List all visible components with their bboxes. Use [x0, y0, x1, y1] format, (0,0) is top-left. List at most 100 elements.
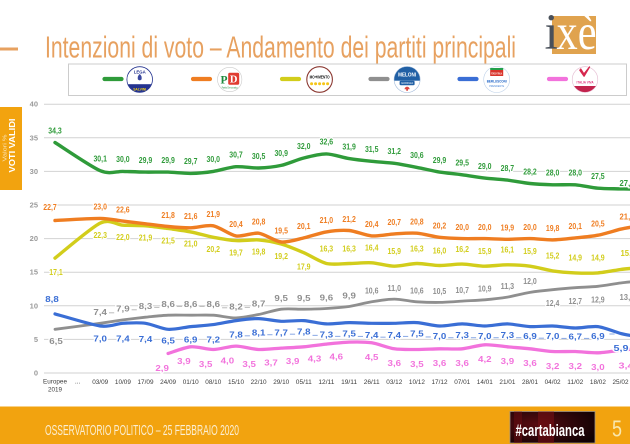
svg-text:#cartabianca: #cartabianca	[516, 421, 585, 440]
svg-text:FORZA ITALIA: FORZA ITALIA	[491, 72, 502, 76]
svg-text:10,5: 10,5	[433, 287, 447, 296]
svg-text:8,6: 8,6	[161, 300, 175, 309]
svg-text:28,0: 28,0	[569, 169, 583, 178]
svg-text:21,0: 21,0	[320, 216, 334, 225]
svg-text:4,0: 4,0	[221, 356, 235, 365]
svg-text:15,9: 15,9	[478, 247, 492, 256]
svg-text:29,0: 29,0	[478, 162, 492, 171]
svg-text:...: ...	[75, 379, 81, 386]
svg-text:20,2: 20,2	[207, 245, 221, 254]
svg-text:10,6: 10,6	[365, 287, 379, 296]
svg-text:xè: xè	[557, 5, 597, 61]
svg-text:9,6: 9,6	[320, 293, 334, 302]
svg-text:16,2: 16,2	[455, 245, 469, 254]
svg-text:8,6: 8,6	[207, 300, 221, 309]
svg-text:8,1: 8,1	[252, 328, 266, 337]
svg-text:25: 25	[30, 201, 38, 210]
svg-text:15,4: 15,4	[621, 249, 630, 258]
svg-text:10: 10	[30, 301, 38, 310]
svg-text:3,7: 3,7	[264, 358, 278, 367]
svg-text:17,9: 17,9	[297, 263, 311, 272]
svg-text:22,0: 22,0	[116, 233, 130, 242]
svg-text:7,0: 7,0	[478, 332, 492, 341]
svg-text:03/12: 03/12	[386, 379, 402, 386]
svg-text:4,2: 4,2	[478, 355, 492, 364]
svg-text:30,0: 30,0	[207, 155, 221, 164]
svg-text:30,9: 30,9	[274, 149, 288, 158]
svg-text:3,6: 3,6	[433, 359, 447, 368]
svg-text:22,6: 22,6	[116, 205, 130, 214]
svg-text:30: 30	[30, 167, 38, 176]
svg-text:03/09: 03/09	[92, 379, 108, 386]
svg-text:3,0: 3,0	[591, 363, 605, 372]
svg-text:3,9: 3,9	[501, 357, 515, 366]
svg-text:27,5: 27,5	[591, 172, 605, 181]
svg-text:16,3: 16,3	[410, 244, 424, 253]
svg-text:27,4: 27,4	[620, 179, 630, 188]
svg-text:8,6: 8,6	[184, 300, 198, 309]
svg-text:12,4: 12,4	[546, 299, 560, 308]
svg-text:PRESIDENTE: PRESIDENTE	[489, 84, 504, 88]
svg-text:30,7: 30,7	[229, 151, 243, 160]
svg-text:MELONI: MELONI	[398, 72, 417, 78]
svg-text:30,1: 30,1	[93, 155, 107, 164]
svg-text:21,5: 21,5	[161, 236, 175, 245]
svg-text:19,5: 19,5	[274, 226, 288, 235]
svg-text:7,5: 7,5	[410, 329, 424, 338]
svg-text:20,0: 20,0	[478, 223, 492, 232]
svg-text:GIORGIA: GIORGIA	[401, 81, 413, 85]
svg-text:6,7: 6,7	[569, 332, 583, 341]
svg-text:30,6: 30,6	[410, 151, 424, 160]
svg-text:4,5: 4,5	[365, 353, 379, 362]
svg-text:7,3: 7,3	[501, 331, 515, 340]
svg-text:7,4: 7,4	[93, 308, 107, 317]
svg-text:14/01: 14/01	[477, 379, 493, 386]
svg-text:i: i	[545, 5, 559, 61]
svg-text:20,1: 20,1	[297, 222, 311, 231]
svg-text:34,3: 34,3	[48, 126, 62, 135]
svg-text:10,7: 10,7	[455, 286, 469, 295]
svg-text:29,9: 29,9	[139, 156, 153, 165]
svg-text:4,3: 4,3	[308, 354, 322, 363]
svg-text:7,4: 7,4	[365, 331, 379, 340]
svg-text:BERLUSCONI: BERLUSCONI	[487, 78, 507, 83]
svg-text:15/10: 15/10	[228, 379, 244, 386]
svg-text:20,8: 20,8	[252, 218, 266, 227]
svg-text:D: D	[230, 75, 238, 86]
svg-text:6,5: 6,5	[161, 337, 175, 346]
svg-text:20,2: 20,2	[433, 222, 447, 231]
svg-text:12,7: 12,7	[569, 297, 583, 306]
svg-text:22,3: 22,3	[93, 231, 107, 240]
svg-text:20,4: 20,4	[229, 220, 243, 229]
svg-text:29,9: 29,9	[433, 156, 447, 165]
svg-text:29,7: 29,7	[184, 157, 198, 166]
svg-text:20,1: 20,1	[569, 222, 583, 231]
svg-text:19,7: 19,7	[229, 248, 243, 257]
svg-text:7,0: 7,0	[93, 334, 107, 343]
svg-text:6,5: 6,5	[49, 337, 63, 346]
svg-text:7,9: 7,9	[116, 305, 130, 314]
svg-text:29,9: 29,9	[161, 156, 175, 165]
svg-text:01/10: 01/10	[183, 379, 199, 386]
svg-text:40: 40	[30, 100, 38, 109]
svg-text:Valori %: Valori %	[3, 134, 9, 161]
svg-text:12/11: 12/11	[318, 379, 334, 386]
svg-text:21,9: 21,9	[139, 234, 153, 243]
svg-text:MO✦IMENTO: MO✦IMENTO	[310, 74, 330, 79]
svg-text:21,8: 21,8	[161, 211, 175, 220]
svg-text:17/12: 17/12	[432, 379, 448, 386]
svg-text:21,9: 21,9	[207, 210, 221, 219]
svg-text:2019: 2019	[48, 387, 62, 394]
svg-text:16,0: 16,0	[433, 246, 447, 255]
svg-text:7,8: 7,8	[229, 331, 243, 340]
svg-text:04/02: 04/02	[545, 379, 561, 386]
svg-text:3,6: 3,6	[388, 359, 402, 368]
svg-text:6,9: 6,9	[523, 332, 537, 341]
svg-text:08/10: 08/10	[205, 379, 221, 386]
svg-text:10,9: 10,9	[478, 285, 492, 294]
svg-text:3,4: 3,4	[619, 361, 630, 370]
svg-text:19,2: 19,2	[274, 252, 288, 261]
svg-text:14,9: 14,9	[591, 254, 605, 263]
svg-text:7,8: 7,8	[297, 327, 311, 336]
svg-text:21,4: 21,4	[620, 212, 630, 221]
